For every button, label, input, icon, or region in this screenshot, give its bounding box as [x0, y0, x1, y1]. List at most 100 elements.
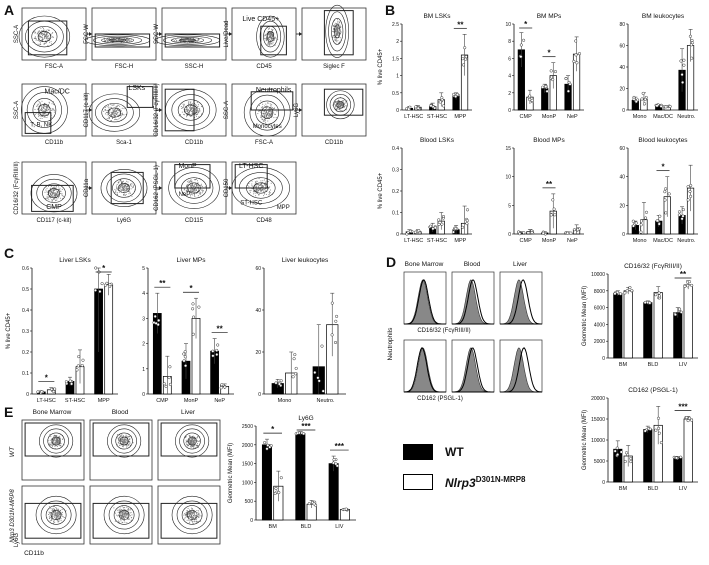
facs-event-dot: [338, 22, 340, 24]
facs-event-dot: [265, 122, 267, 124]
facs-event-dot: [339, 41, 341, 43]
bar-wt: [328, 463, 339, 521]
facs-event-dot: [131, 183, 133, 185]
facs-event-dot: [45, 34, 47, 36]
bar-wt: [643, 302, 653, 359]
facs-event-dot: [194, 512, 195, 514]
data-point: [50, 387, 54, 391]
facs-event-dot: [267, 120, 269, 122]
facs-event-dot: [118, 509, 120, 511]
facs-event-dot: [109, 106, 111, 108]
facs-event-dot: [58, 516, 60, 517]
x-tick-label: MonP: [184, 398, 199, 404]
facs-event-dot: [258, 178, 260, 180]
facs-event-dot: [121, 506, 123, 508]
facs-event-dot: [274, 113, 276, 115]
facs-event-dot: [126, 180, 128, 182]
facs-event-dot: [259, 184, 261, 186]
facs-event-dot: [106, 114, 108, 116]
facs-event-dot: [182, 107, 184, 109]
legend-swatch-wt: [403, 444, 433, 460]
data-point: [572, 59, 576, 63]
facs-event-dot: [191, 193, 193, 195]
data-point: [643, 429, 647, 433]
facs-event-dot: [340, 31, 342, 33]
facs-event-dot: [43, 34, 45, 36]
facs-event-dot: [60, 445, 62, 447]
facs-event-dot: [54, 198, 56, 200]
chart-title: Blood leukocytes: [638, 137, 688, 144]
facs-event-dot: [116, 189, 118, 191]
facs-event-dot: [117, 110, 119, 111]
chart-blood-leukocytes: Blood leukocytes 0 20 40 60 Mono Mac/DC Neutro.…: [619, 137, 698, 244]
facs-x-label: Ly6G: [117, 218, 131, 224]
facs-event-dot: [118, 181, 120, 183]
facs-event-dot: [198, 38, 200, 40]
facs-event-dot: [44, 42, 46, 44]
data-point: [295, 431, 300, 435]
bar-wt: [261, 444, 272, 521]
data-point: [674, 456, 679, 460]
data-point: [681, 214, 685, 218]
data-point: [277, 382, 281, 386]
facs-event-dot: [192, 186, 194, 188]
facs-event-dot: [267, 31, 269, 33]
facs-event-dot: [107, 41, 109, 43]
data-point: [168, 382, 172, 386]
chart-blood-lsks: Blood LSKs 0 0.1 0.2 0.3 0.4 % live CD45+ LT-HS…: [378, 137, 472, 244]
facs-event-dot: [59, 187, 61, 189]
data-point: [442, 104, 446, 108]
facs-event-dot: [197, 106, 198, 108]
facs-event-dot: [266, 34, 267, 36]
facs-event-dot: [120, 188, 122, 190]
facs-event-dot: [42, 27, 44, 28]
facs-event-dot: [198, 116, 200, 118]
data-point: [461, 57, 465, 61]
facs-event-dot: [57, 508, 59, 510]
facs-event-dot: [190, 101, 192, 103]
data-point: [417, 229, 421, 233]
facs-event-dot: [47, 45, 49, 47]
panel-e-x-label: CD11b: [24, 550, 44, 557]
facs-event-dot: [119, 507, 121, 509]
data-point: [463, 46, 467, 50]
facs-event-dot: [51, 199, 53, 201]
facs-event-dot: [190, 189, 192, 191]
facs-event-dot: [202, 185, 204, 187]
facs-event-dot: [39, 102, 41, 104]
facs-event-dot: [37, 113, 39, 115]
y-axis-label: % live CD45+: [378, 172, 384, 209]
data-point: [549, 69, 553, 73]
facs-event-dot: [185, 515, 187, 516]
data-point: [154, 321, 158, 325]
facs-event-dot: [49, 520, 51, 522]
facs-event-dot: [52, 512, 54, 514]
facs-event-dot: [129, 509, 131, 511]
facs-event-dot: [335, 28, 337, 29]
facs-event-dot: [339, 103, 341, 105]
facs-event-dot: [342, 100, 344, 102]
facs-event-dot: [259, 185, 260, 186]
facs-event-dot: [193, 520, 195, 522]
y-tick-label: 2: [508, 91, 511, 97]
facs-event-dot: [197, 441, 199, 442]
facs-event-dot: [122, 507, 124, 509]
data-point: [569, 231, 573, 235]
panel-a-plot-r3-0: CMP CD117 (c-kit) CD16/32 (FcγRIII/II): [14, 161, 87, 224]
facs-event-dot: [52, 200, 53, 202]
data-point: [565, 231, 570, 235]
facs-event-dot: [189, 517, 191, 519]
y-tick-label: 20: [255, 350, 261, 356]
facs-event-dot: [267, 43, 269, 45]
facs-event-dot: [263, 115, 265, 117]
facs-event-dot: [121, 182, 122, 184]
facs-event-dot: [271, 28, 273, 30]
facs-event-dot: [124, 190, 126, 192]
facs-event-dot: [54, 438, 56, 439]
facs-event-dot: [193, 194, 195, 195]
data-point: [80, 363, 84, 368]
data-point: [438, 100, 442, 104]
facs-event-dot: [263, 112, 265, 114]
data-point: [279, 476, 283, 480]
facs-event-dot: [186, 116, 187, 118]
